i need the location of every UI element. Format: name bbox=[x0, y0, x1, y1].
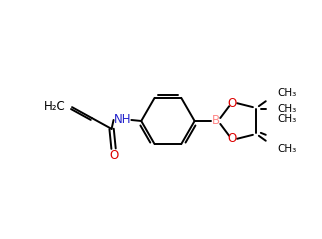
Text: CH₃: CH₃ bbox=[278, 114, 297, 124]
Text: O: O bbox=[228, 97, 237, 110]
Text: O: O bbox=[228, 132, 237, 145]
Text: B: B bbox=[212, 114, 221, 127]
Text: H₂C: H₂C bbox=[44, 100, 66, 113]
Text: CH₃: CH₃ bbox=[278, 104, 297, 114]
Text: CH₃: CH₃ bbox=[278, 144, 297, 154]
Text: O: O bbox=[109, 149, 118, 162]
Text: CH₃: CH₃ bbox=[278, 88, 297, 98]
Text: NH: NH bbox=[114, 114, 131, 126]
